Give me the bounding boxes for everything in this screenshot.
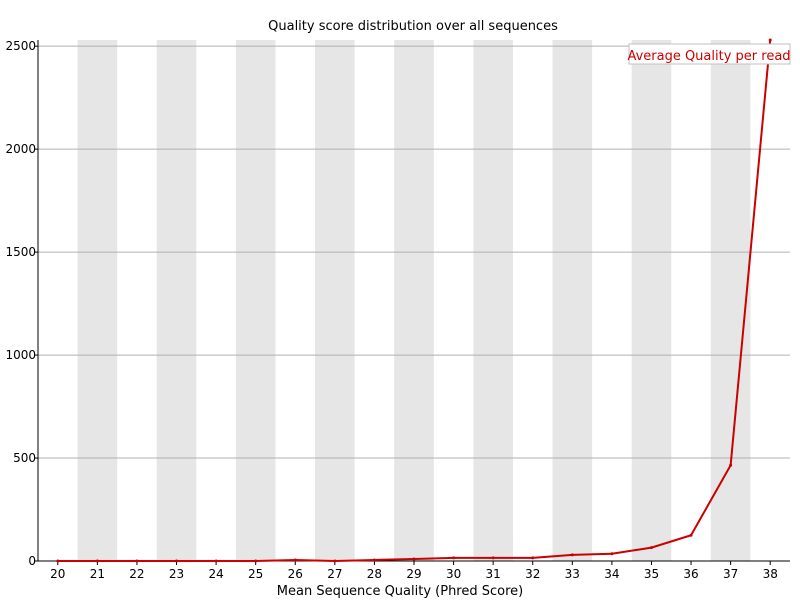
x-tick-label-21: 21 xyxy=(90,567,105,581)
data-point-32 xyxy=(531,556,535,560)
data-point-31 xyxy=(491,556,495,560)
data-point-38 xyxy=(768,38,772,42)
x-tick-label-29: 29 xyxy=(406,567,421,581)
band-23 xyxy=(156,40,197,561)
data-point-37 xyxy=(729,463,733,467)
band-27 xyxy=(315,40,355,561)
band-31 xyxy=(473,40,513,561)
x-tick-label-31: 31 xyxy=(486,567,501,581)
band-33 xyxy=(552,40,593,561)
data-point-24 xyxy=(214,559,218,563)
x-axis-ticks: 20 21 22 23 24 25 26 27 28 29 30 31 32 33 34 35 36 37 38 xyxy=(50,561,778,581)
x-tick-label-32: 32 xyxy=(525,567,540,581)
x-tick-label-25: 25 xyxy=(248,567,263,581)
y-tick-label-2500: 2500 xyxy=(5,39,36,53)
x-tick-label-27: 27 xyxy=(327,567,342,581)
alternating-bands xyxy=(77,40,751,561)
x-axis-label: Mean Sequence Quality (Phred Score) xyxy=(277,584,523,599)
x-tick-label-28: 28 xyxy=(367,567,382,581)
data-point-34 xyxy=(610,552,614,556)
x-tick-label-34: 34 xyxy=(604,567,619,581)
chart-title: Quality score distribution over all sequ… xyxy=(268,19,558,34)
band-29 xyxy=(394,40,434,561)
y-tick-label-2000: 2000 xyxy=(5,142,36,156)
data-point-20 xyxy=(56,559,60,563)
y-tick-label-1500: 1500 xyxy=(5,245,36,259)
x-tick-label-33: 33 xyxy=(565,567,580,581)
band-35 xyxy=(631,40,672,561)
x-tick-label-37: 37 xyxy=(723,567,738,581)
data-point-22 xyxy=(135,559,139,563)
band-25 xyxy=(235,40,276,561)
y-tick-label-0: 0 xyxy=(28,554,36,568)
band-21 xyxy=(77,40,118,561)
data-point-25 xyxy=(254,559,258,563)
data-point-30 xyxy=(452,556,456,560)
x-tick-label-22: 22 xyxy=(129,567,144,581)
horizontal-gridlines xyxy=(38,45,790,459)
x-tick-label-35: 35 xyxy=(644,567,659,581)
x-tick-label-23: 23 xyxy=(169,567,184,581)
band-37 xyxy=(710,40,751,561)
y-tick-label-1000: 1000 xyxy=(5,348,36,362)
x-tick-label-30: 30 xyxy=(446,567,461,581)
data-point-23 xyxy=(175,559,179,563)
x-tick-label-24: 24 xyxy=(208,567,223,581)
x-tick-label-36: 36 xyxy=(683,567,698,581)
legend-label-average-quality: Average Quality per read xyxy=(627,49,790,64)
data-point-36 xyxy=(689,533,693,537)
legend-box xyxy=(628,43,791,65)
legend: Average Quality per read xyxy=(627,43,791,65)
data-point-35 xyxy=(649,546,653,550)
data-point-21 xyxy=(95,559,99,563)
x-tick-label-26: 26 xyxy=(288,567,303,581)
y-axis-ticks: 0 500 1000 1500 2000 2500 xyxy=(5,39,38,568)
series-lines xyxy=(56,38,772,563)
x-tick-label-20: 20 xyxy=(50,567,65,581)
data-point-29 xyxy=(412,557,416,561)
data-point-26 xyxy=(293,558,297,562)
y-tick-label-500: 500 xyxy=(13,451,36,465)
data-point-28 xyxy=(372,558,376,562)
data-point-27 xyxy=(333,559,337,563)
data-point-33 xyxy=(570,553,574,557)
x-tick-label-38: 38 xyxy=(763,567,778,581)
